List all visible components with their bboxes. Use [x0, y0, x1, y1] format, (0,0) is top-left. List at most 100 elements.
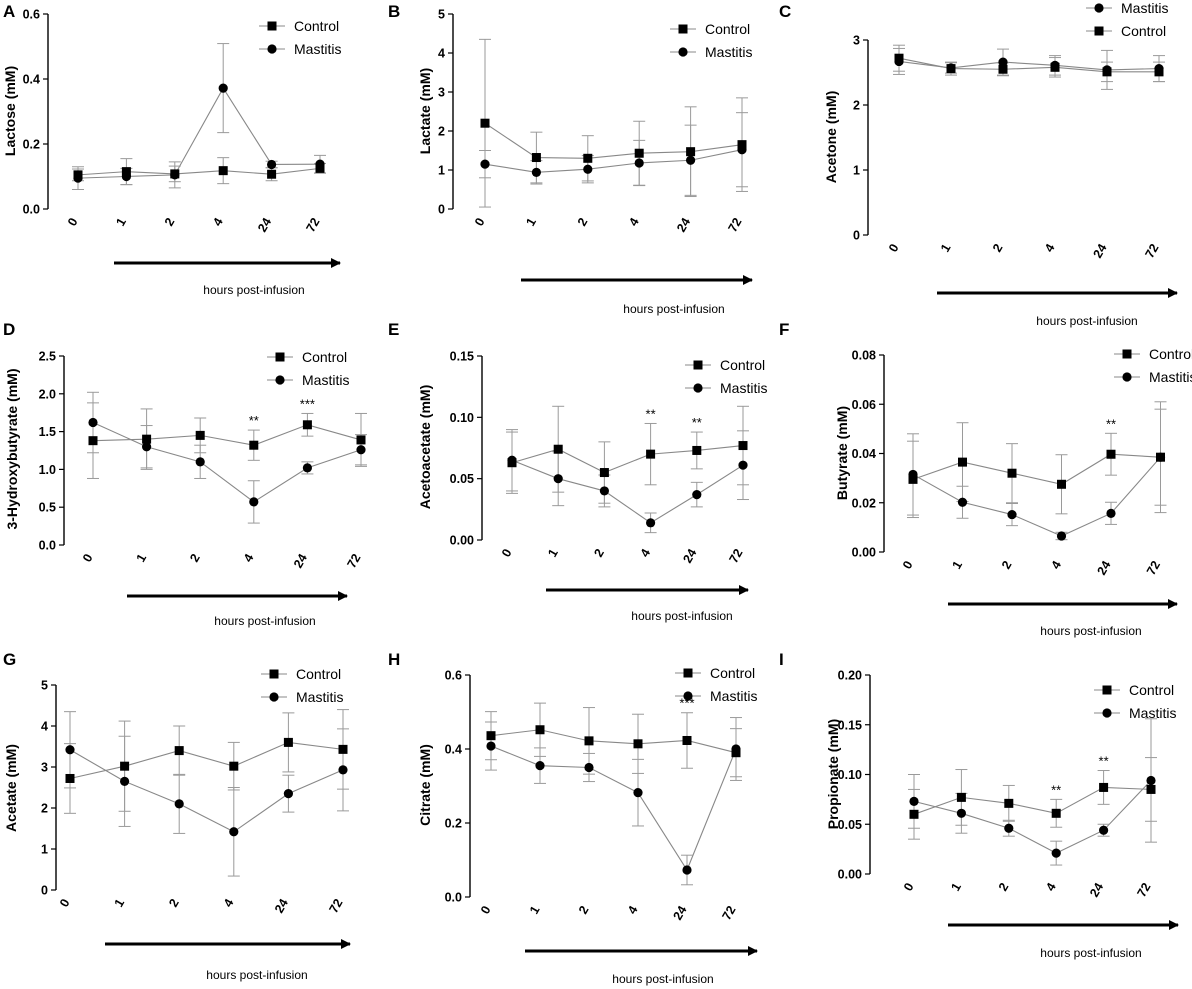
series-line-mastitis-f [912, 456, 1161, 537]
x-tick-label-c: 0 [886, 241, 902, 254]
point-control-h-square-marker [633, 739, 643, 749]
point-mastitis-f-circle-marker [1106, 508, 1116, 518]
legend-label-mastitis-e: Mastitis [720, 380, 767, 396]
point-control-b-square-marker [583, 153, 593, 163]
point-mastitis-f-circle-marker [1007, 509, 1017, 520]
point-control-d-square-marker [142, 434, 152, 444]
legend-label-mastitis-a: Mastitis [294, 41, 341, 57]
panel-letter-c: C [779, 2, 791, 21]
point-control-d-square-marker [249, 440, 259, 450]
y-tick-label-i: 0.00 [838, 868, 862, 882]
point-mastitis-i-circle-marker [956, 808, 967, 818]
x-tick-label-e: 72 [727, 546, 746, 565]
point-control-i-square-marker [1099, 782, 1109, 792]
legend-label-control-i: Control [1129, 682, 1174, 698]
series-line-control-b [484, 122, 743, 159]
point-control-f-square-marker [1007, 468, 1017, 478]
x-axis-label-f: hours post-infusion [1040, 624, 1141, 638]
point-mastitis-h-circle-marker [535, 761, 545, 771]
point-mastitis-h-circle-marker [633, 788, 643, 798]
point-control-f-square-marker [1057, 479, 1066, 489]
panel-letter-g: G [3, 650, 16, 669]
x-tick-label-c: 1 [938, 241, 954, 254]
point-mastitis-a-circle-marker [121, 171, 131, 182]
point-mastitis-d-circle-marker [88, 417, 98, 428]
point-mastitis-d-circle-marker [195, 457, 205, 467]
legend-mastitis-d-circle-marker [275, 375, 285, 385]
y-axis-label-a: Lactose (mM) [2, 66, 18, 156]
x-tick-label-i: 24 [1087, 880, 1106, 899]
x-tick-label-b: 24 [674, 215, 693, 234]
significance-label-i: ** [1051, 782, 1061, 797]
point-mastitis-e-circle-marker [738, 460, 748, 470]
x-tick-label-h: 2 [576, 903, 592, 916]
y-tick-label-a: 0.4 [23, 73, 40, 87]
point-mastitis-i-circle-marker [1051, 848, 1061, 858]
y-tick-label-f: 0.00 [852, 546, 876, 560]
y-tick-label-h: 0.6 [445, 669, 462, 683]
x-tick-label-h: 1 [527, 903, 543, 916]
x-axis-label-a: hours post-infusion [203, 283, 304, 297]
y-tick-label-b: 4 [438, 47, 445, 61]
point-control-d-square-marker [195, 430, 205, 440]
legend-label-mastitis-h: Mastitis [710, 688, 757, 704]
legend-control-d-square-marker [275, 352, 285, 362]
legend-control-h-square-marker [683, 668, 693, 678]
y-tick-label-b: 2 [438, 125, 445, 139]
legend-label-control-b: Control [705, 21, 750, 37]
series-line-control-h [490, 729, 737, 754]
legend-label-mastitis-c: Mastitis [1121, 0, 1168, 16]
y-axis-label-c: Acetone (mM) [823, 91, 839, 184]
y-tick-label-c: 1 [853, 164, 860, 178]
point-mastitis-b-circle-marker [737, 145, 747, 155]
point-mastitis-b-circle-marker [531, 167, 542, 177]
x-tick-label-g: 4 [221, 896, 237, 909]
x-tick-label-b: 72 [726, 215, 745, 234]
y-tick-label-f: 0.08 [852, 349, 876, 363]
point-control-a-square-marker [121, 167, 131, 177]
legend-label-control-g: Control [296, 666, 341, 682]
y-tick-label-b: 3 [438, 86, 445, 100]
panel-letter-h: H [388, 650, 400, 669]
x-tick-label-e: 0 [499, 546, 515, 559]
x-tick-label-g: 72 [327, 896, 346, 915]
point-control-c-square-marker [946, 64, 956, 74]
y-tick-label-b: 1 [438, 164, 445, 178]
x-axis-label-i: hours post-infusion [1040, 946, 1141, 960]
y-tick-label-f: 0.04 [852, 447, 876, 461]
panel-letter-b: B [388, 2, 400, 21]
point-mastitis-b-circle-marker [686, 155, 696, 165]
y-tick-label-b: 5 [438, 8, 445, 22]
legend-control-a-square-marker [267, 21, 277, 31]
x-tick-label-h: 4 [625, 903, 641, 916]
x-tick-label-a: 0 [65, 215, 81, 228]
x-tick-label-a: 24 [255, 215, 274, 234]
point-mastitis-d-circle-marker [302, 463, 312, 473]
legend-label-mastitis-g: Mastitis [296, 689, 343, 705]
y-tick-label-a: 0.0 [23, 203, 40, 217]
point-control-h-square-marker [584, 736, 594, 746]
point-control-e-square-marker [553, 444, 563, 454]
series-line-mastitis-i [913, 780, 1152, 854]
x-tick-label-g: 24 [272, 896, 291, 915]
x-axis-label-e: hours post-infusion [631, 609, 732, 623]
x-tick-label-e: 1 [545, 546, 561, 559]
y-tick-label-g: 1 [41, 843, 48, 857]
point-control-f-square-marker [908, 474, 918, 484]
point-mastitis-a-circle-marker [170, 170, 180, 180]
y-tick-label-h: 0.0 [445, 891, 462, 905]
x-tick-label-f: 72 [1144, 558, 1163, 577]
point-control-a-square-marker [267, 169, 277, 179]
point-control-g-square-marker [338, 744, 348, 754]
significance-label-e: ** [646, 406, 656, 421]
point-mastitis-g-circle-marker [338, 765, 348, 775]
x-axis-label-b: hours post-infusion [623, 302, 724, 316]
point-mastitis-d-circle-marker [142, 442, 152, 452]
significance-label-e: ** [692, 415, 702, 430]
